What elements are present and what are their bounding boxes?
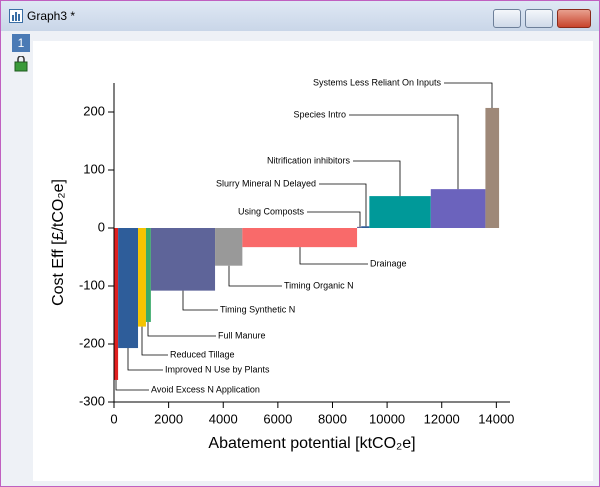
bar	[215, 228, 243, 266]
leader-line	[182, 290, 218, 311]
x-tick-label: 0	[110, 411, 117, 426]
bar	[430, 189, 486, 228]
minimize-button[interactable]	[493, 9, 521, 28]
bar-label: Reduced Tillage	[170, 349, 235, 359]
bar	[114, 228, 119, 380]
bar-label: Avoid Excess N Application	[151, 384, 260, 394]
lock-icon[interactable]	[14, 56, 28, 72]
x-axis-title: Abatement potential [ktCO₂e]	[208, 435, 415, 452]
leader-line	[444, 82, 493, 108]
x-tick-label: 2000	[154, 411, 183, 426]
maximize-button[interactable]	[525, 9, 553, 28]
bar-label: Systems Less Reliant On Inputs	[313, 77, 442, 87]
leader-line	[147, 321, 216, 337]
layer-button[interactable]: 1	[12, 34, 30, 52]
bar-label: Nitrification inhibitors	[267, 155, 351, 165]
bar	[118, 228, 139, 349]
bar	[138, 228, 146, 327]
y-tick-label: 100	[83, 161, 105, 176]
leader-line	[349, 114, 459, 190]
leader-line	[127, 348, 163, 371]
x-tick-label: 6000	[263, 411, 292, 426]
bar	[485, 107, 500, 228]
window-icon	[9, 9, 23, 23]
bar-label: Slurry Mineral N Delayed	[216, 178, 316, 188]
x-tick-label: 10000	[369, 411, 405, 426]
y-tick-label: 0	[98, 219, 105, 234]
leader-line	[353, 160, 401, 197]
bar-label: Using Composts	[238, 206, 305, 216]
y-tick-label: 200	[83, 103, 105, 118]
y-axis-title: Cost Eff [£/tCO₂e]	[50, 179, 67, 306]
bar	[150, 228, 216, 291]
x-tick-label: 12000	[424, 411, 460, 426]
bar	[357, 226, 362, 228]
leader-line	[319, 183, 367, 227]
leader-line	[141, 326, 168, 356]
leader-line	[228, 265, 282, 287]
bar-label: Full Manure	[218, 330, 266, 340]
bar-label: Species Intro	[293, 109, 346, 119]
bar-label: Timing Synthetic N	[220, 304, 295, 314]
bar	[242, 228, 358, 248]
x-tick-label: 4000	[209, 411, 238, 426]
x-tick-label: 14000	[478, 411, 514, 426]
window-title: Graph3 *	[27, 9, 76, 23]
leader-line	[307, 211, 361, 227]
bar-label: Drainage	[370, 258, 407, 268]
leader-line	[115, 379, 149, 391]
bar	[145, 228, 151, 322]
title-bar: Graph3 *	[1, 1, 599, 31]
close-button[interactable]	[557, 9, 591, 28]
bar-label: Timing Organic N	[284, 280, 354, 290]
x-tick-label: 8000	[318, 411, 347, 426]
chart: Avoid Excess N Application Improved N Use…	[33, 41, 593, 481]
leader-line	[299, 247, 368, 265]
bar	[361, 226, 370, 228]
bar	[369, 196, 431, 228]
y-tick-label: -100	[79, 277, 105, 292]
bar-label: Improved N Use by Plants	[165, 364, 270, 374]
y-tick-label: -300	[79, 393, 105, 408]
y-tick-label: -200	[79, 335, 105, 350]
